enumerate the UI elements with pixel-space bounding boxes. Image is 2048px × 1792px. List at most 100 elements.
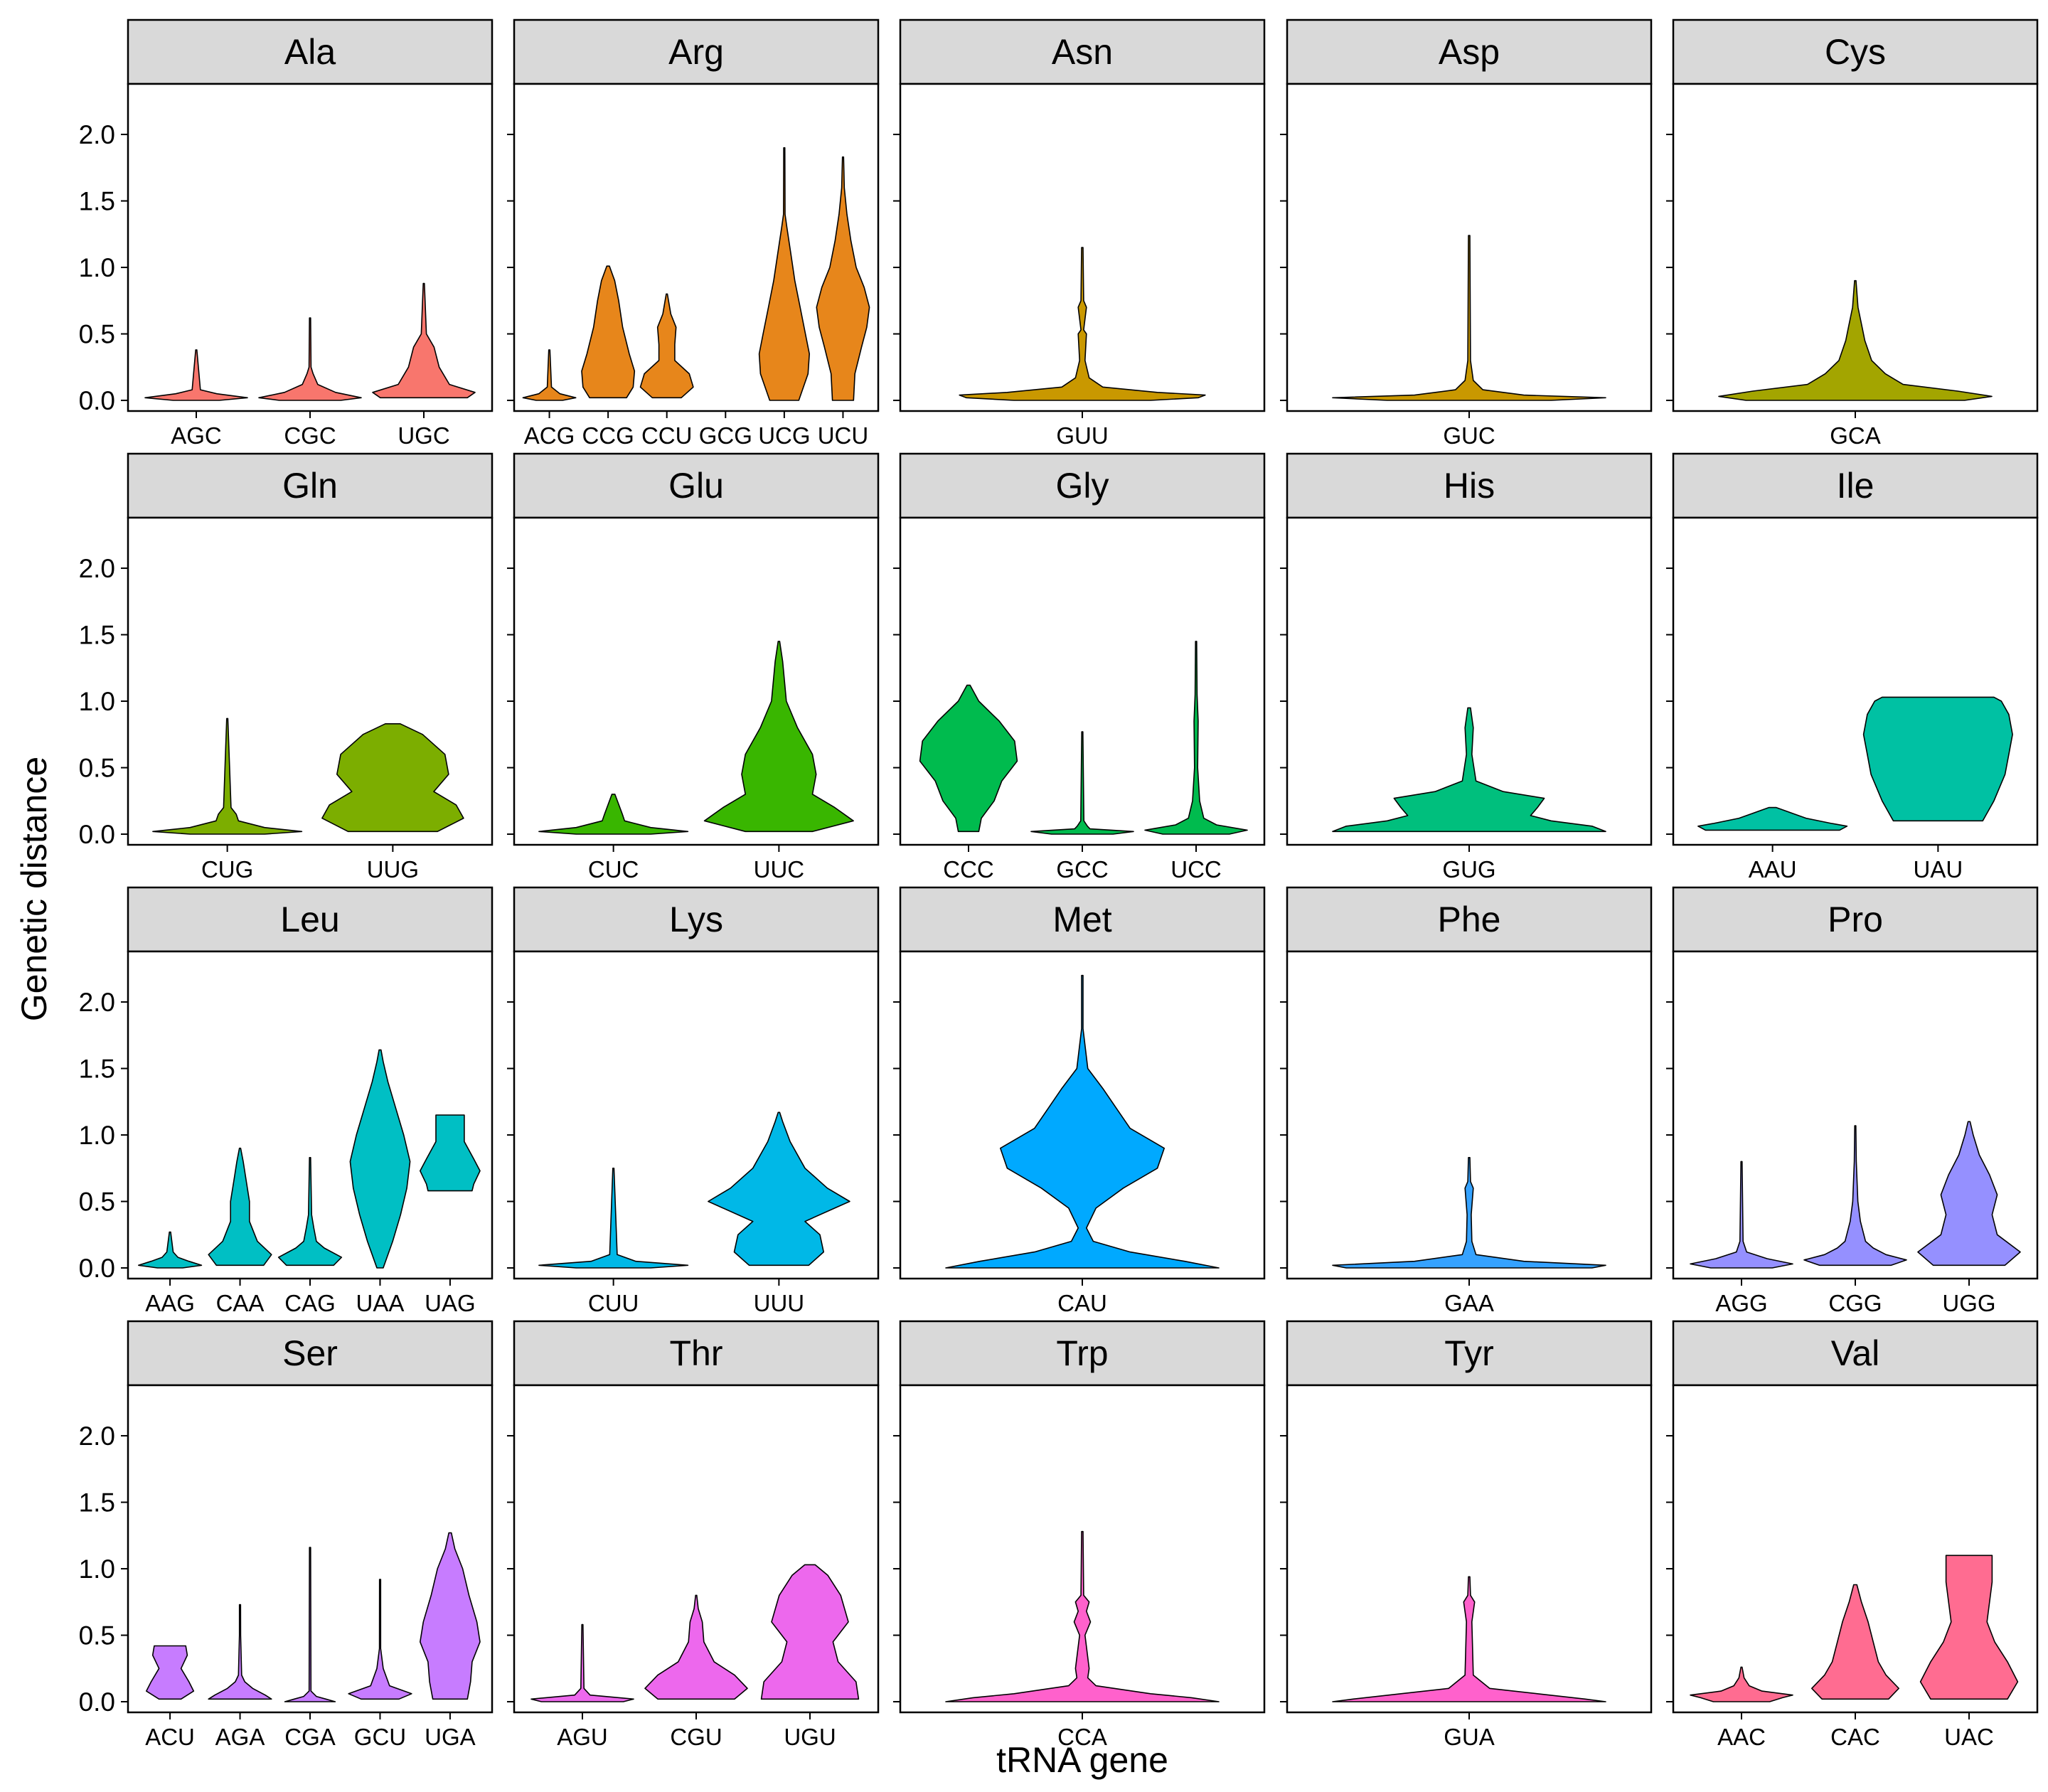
violin-cgu: [644, 1594, 748, 1700]
x-tick-label: AAG: [145, 1290, 195, 1316]
x-tick-label: CUG: [201, 856, 253, 882]
x-tick-label: GCG: [699, 422, 752, 449]
x-tick-label: GUG: [1442, 856, 1495, 882]
x-tick-label: UAU: [1914, 856, 1963, 882]
facet-strip: [127, 18, 494, 85]
x-tick-label: GCC: [1056, 856, 1108, 882]
violin-ucc: [1144, 641, 1248, 835]
y-tick-label: 1.5: [79, 187, 115, 216]
violin-aag: [138, 1231, 203, 1269]
violin-cuc: [538, 794, 689, 835]
x-tick-label: CCA: [1057, 1724, 1107, 1750]
facet-strip: [899, 452, 1266, 519]
facet-strip: [127, 1320, 494, 1387]
facet-strip: [1672, 452, 2039, 519]
y-tick-label: 1.5: [79, 1055, 115, 1084]
facet-strip: [513, 886, 880, 953]
facet-strip: [1672, 1320, 2039, 1387]
violin-ugc: [372, 282, 476, 399]
violin-uag: [420, 1114, 481, 1192]
facet-met: Met CAU: [893, 886, 1266, 1316]
x-tick-label: CAA: [216, 1290, 265, 1316]
violin-aga: [208, 1604, 272, 1700]
x-tick-label: GAA: [1444, 1290, 1494, 1316]
facet-label: Asp: [1439, 32, 1500, 72]
y-tick-label: 2.0: [79, 554, 115, 583]
facet-val: Val AAC CAC UAC: [1666, 1320, 2039, 1750]
x-tick-label: ACU: [145, 1724, 195, 1750]
x-tick-label: UCC: [1170, 856, 1222, 882]
facet-strip: [1286, 886, 1653, 953]
violin-uac: [1919, 1554, 2019, 1700]
facet-trp: Trp CCA: [893, 1320, 1266, 1750]
violin-cag: [277, 1157, 343, 1266]
x-tick-label: UAA: [356, 1290, 405, 1316]
x-tick-label: GUC: [1443, 422, 1495, 449]
violin-guc: [1332, 235, 1606, 401]
facet-label: Ala: [284, 32, 336, 72]
x-axis-title: tRNA gene: [996, 1740, 1168, 1780]
y-axis-title: Genetic distance: [14, 757, 54, 1021]
violin-uau: [1862, 696, 2013, 822]
x-tick-label: AGA: [215, 1724, 265, 1750]
violin-cac: [1811, 1584, 1899, 1700]
violin-gaa: [1332, 1157, 1606, 1269]
facet-ala: Ala 0.0 0.5 1.0 1.5 2.0 AGC CGC UGC: [79, 18, 494, 449]
facet-label: Gln: [282, 466, 338, 506]
facet-label: Gly: [1056, 466, 1109, 506]
y-tick-label: 0.5: [79, 754, 115, 783]
x-tick-label: CCG: [582, 422, 634, 449]
facet-glu: Glu CUC UUC: [507, 452, 880, 882]
x-tick-label: AGC: [171, 422, 222, 449]
violin-uug: [321, 723, 464, 833]
y-tick-label: 1.0: [79, 253, 115, 282]
y-tick-label: 2.0: [79, 120, 115, 149]
facet-asn: Asn GUU: [893, 18, 1266, 449]
facet-ile: Ile AAU UAU: [1666, 452, 2039, 882]
violin-ccc: [919, 684, 1018, 833]
violin-guu: [959, 247, 1206, 401]
violin-uaa: [349, 1049, 411, 1269]
x-tick-label: UAG: [425, 1290, 476, 1316]
plot-panel: [513, 516, 880, 846]
violin-ucu: [816, 156, 870, 401]
x-tick-label: CUC: [588, 856, 639, 882]
facet-label: Arg: [668, 32, 724, 72]
facet-arg: Arg ACG CCG CCU GCG UCG UCU: [507, 18, 880, 449]
y-tick-label: 0.5: [79, 1621, 115, 1650]
violin-agg: [1690, 1161, 1793, 1269]
y-tick-label: 0.0: [79, 386, 115, 415]
violin-acu: [146, 1645, 195, 1700]
x-tick-label: UGC: [398, 422, 449, 449]
violin-ucg: [758, 147, 810, 401]
facet-label: Leu: [280, 900, 339, 939]
facet-thr: Thr AGU CGU UGU: [507, 1320, 880, 1750]
facet-label: Pro: [1828, 900, 1883, 939]
y-tick-label: 2.0: [79, 988, 115, 1017]
facet-gly: Gly CCC GCC UCC: [893, 452, 1266, 882]
violin-cuu: [538, 1168, 689, 1269]
facet-label: Ser: [282, 1333, 338, 1373]
facet-tyr: Tyr GUA: [1280, 1320, 1653, 1750]
x-tick-label: GCA: [1830, 422, 1881, 449]
x-tick-label: UAC: [1944, 1724, 1994, 1750]
facet-strip: [1672, 886, 2039, 953]
facet-label: Asn: [1052, 32, 1113, 72]
x-tick-label: GUA: [1444, 1724, 1495, 1750]
facet-label: His: [1444, 466, 1495, 506]
x-tick-label: CAU: [1057, 1290, 1107, 1316]
violin-cug: [152, 718, 303, 835]
violin-agc: [144, 349, 248, 401]
x-tick-label: AAU: [1749, 856, 1797, 882]
facet-cys: Cys GCA: [1666, 18, 2039, 449]
x-tick-label: UUG: [367, 856, 419, 882]
violin-caa: [208, 1147, 272, 1266]
facet-label: Trp: [1056, 1333, 1108, 1373]
facet-his: His GUG: [1280, 452, 1653, 882]
x-tick-label: GCU: [354, 1724, 406, 1750]
facet-label: Met: [1052, 900, 1111, 939]
y-tick-label: 2.0: [79, 1422, 115, 1451]
facet-label: Cys: [1825, 32, 1886, 72]
facet-pro: Pro AGG CGG UGG: [1666, 886, 2039, 1316]
